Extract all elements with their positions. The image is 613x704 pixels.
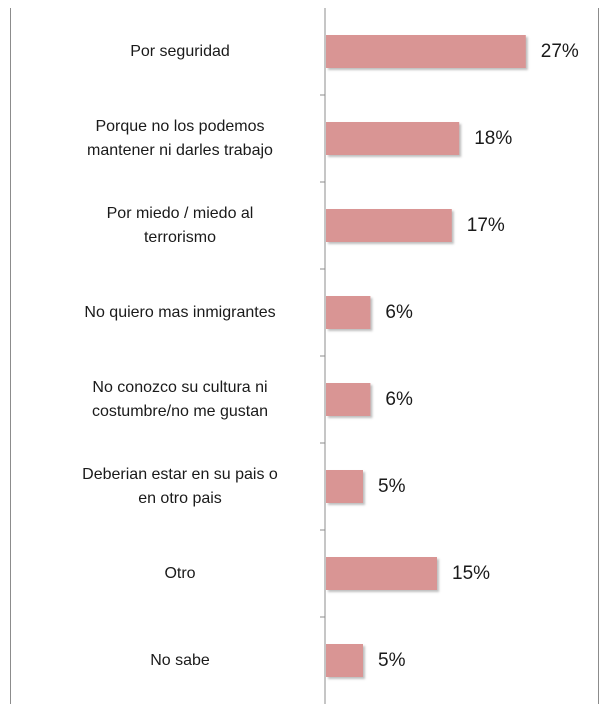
bar	[326, 644, 363, 677]
chart-frame	[10, 8, 599, 704]
category-label: No sabe	[150, 651, 210, 669]
category-label: Deberian estar en su pais o en otro pais	[82, 465, 278, 507]
bar	[326, 296, 371, 329]
bar	[326, 470, 363, 503]
data-label: 6%	[385, 301, 413, 323]
bar	[326, 209, 452, 242]
data-label: 27%	[540, 40, 579, 62]
category-label: Por miedo / miedo al terrorismo	[106, 204, 254, 246]
data-label: 18%	[474, 127, 513, 149]
category-label: No quiero mas inmigrantes	[84, 303, 276, 321]
data-label: 5%	[378, 649, 406, 671]
category-label: Otro	[164, 564, 196, 582]
data-label: 5%	[378, 475, 406, 497]
data-label: 6%	[385, 388, 413, 410]
category-label: No conozco su cultura ni costumbre/no me …	[91, 378, 269, 420]
bar	[326, 122, 460, 155]
category-label: Por seguridad	[130, 42, 230, 60]
data-label: 15%	[452, 562, 491, 584]
data-label: 17%	[466, 214, 505, 236]
bar	[326, 35, 526, 68]
bar	[326, 383, 371, 416]
bar	[326, 557, 437, 590]
category-label: Porque no los podemos mantener ni darles …	[87, 117, 273, 159]
